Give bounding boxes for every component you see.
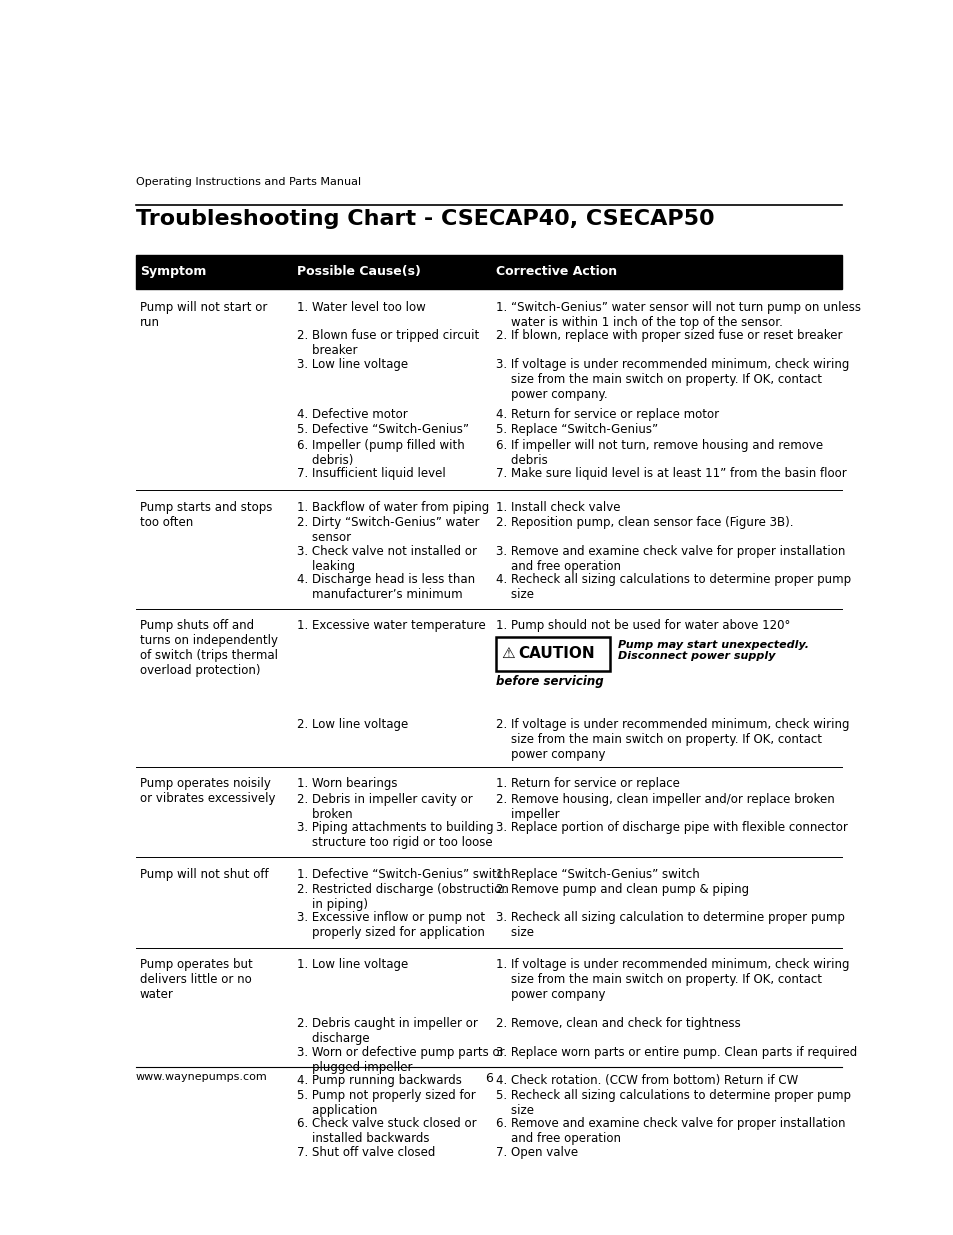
Text: 2. Remove, clean and check for tightness: 2. Remove, clean and check for tightness <box>495 1018 740 1030</box>
Text: CAUTION: CAUTION <box>517 646 594 662</box>
Text: Operating Instructions and Parts Manual: Operating Instructions and Parts Manual <box>135 177 360 186</box>
Text: 1. Excessive water temperature: 1. Excessive water temperature <box>297 620 486 632</box>
Text: 1. Backflow of water from piping: 1. Backflow of water from piping <box>297 501 489 514</box>
Text: 5. Pump not properly sized for
    application: 5. Pump not properly sized for applicati… <box>297 1089 476 1118</box>
Text: Pump operates noisily
or vibrates excessively: Pump operates noisily or vibrates excess… <box>140 777 275 805</box>
Text: 5. Replace “Switch-Genius”: 5. Replace “Switch-Genius” <box>495 424 657 436</box>
Text: Pump starts and stops
too often: Pump starts and stops too often <box>140 501 272 529</box>
Text: 2. If voltage is under recommended minimum, check wiring
    size from the main : 2. If voltage is under recommended minim… <box>495 718 848 761</box>
Text: 4. Discharge head is less than
    manufacturer’s minimum: 4. Discharge head is less than manufactu… <box>297 573 475 600</box>
Text: 2. Remove housing, clean impeller and/or replace broken
    impeller: 2. Remove housing, clean impeller and/or… <box>495 793 834 821</box>
Text: 4. Check rotation. (CCW from bottom) Return if CW: 4. Check rotation. (CCW from bottom) Ret… <box>495 1073 797 1087</box>
Text: 3. Replace worn parts or entire pump. Clean parts if required: 3. Replace worn parts or entire pump. Cl… <box>495 1046 856 1058</box>
Text: Pump shuts off and
turns on independently
of switch (trips thermal
overload prot: Pump shuts off and turns on independentl… <box>140 620 277 678</box>
Text: 3. Check valve not installed or
    leaking: 3. Check valve not installed or leaking <box>297 545 476 573</box>
Text: 2. Debris caught in impeller or
    discharge: 2. Debris caught in impeller or discharg… <box>297 1018 477 1045</box>
FancyBboxPatch shape <box>135 254 841 289</box>
FancyBboxPatch shape <box>495 637 610 671</box>
Text: 6. Check valve stuck closed or
    installed backwards: 6. Check valve stuck closed or installed… <box>297 1118 476 1145</box>
Text: 2. Blown fuse or tripped circuit
    breaker: 2. Blown fuse or tripped circuit breaker <box>297 330 479 357</box>
Text: 1. Return for service or replace: 1. Return for service or replace <box>495 777 679 790</box>
Text: Possible Cause(s): Possible Cause(s) <box>297 266 421 278</box>
Text: 2. Reposition pump, clean sensor face (Figure 3B).: 2. Reposition pump, clean sensor face (F… <box>495 516 792 530</box>
Text: 4. Pump running backwards: 4. Pump running backwards <box>297 1073 462 1087</box>
Text: 5. Recheck all sizing calculations to determine proper pump
    size: 5. Recheck all sizing calculations to de… <box>495 1089 850 1118</box>
Text: 2. Low line voltage: 2. Low line voltage <box>297 718 408 731</box>
Text: 1. Pump should not be used for water above 120°: 1. Pump should not be used for water abo… <box>495 620 789 632</box>
Text: 3. Replace portion of discharge pipe with flexible connector: 3. Replace portion of discharge pipe wit… <box>495 821 846 834</box>
Text: 7. Insufficient liquid level: 7. Insufficient liquid level <box>297 467 446 479</box>
Text: 7. Open valve: 7. Open valve <box>495 1146 578 1158</box>
Text: 1. Low line voltage: 1. Low line voltage <box>297 958 408 971</box>
Text: 2. Debris in impeller cavity or
    broken: 2. Debris in impeller cavity or broken <box>297 793 473 821</box>
Text: 3. Low line voltage: 3. Low line voltage <box>297 358 408 370</box>
Text: Symptom: Symptom <box>140 266 206 278</box>
Text: ⚠: ⚠ <box>500 646 514 662</box>
Text: 1. Install check valve: 1. Install check valve <box>495 501 619 514</box>
Text: 6. If impeller will not turn, remove housing and remove
    debris: 6. If impeller will not turn, remove hou… <box>495 438 821 467</box>
Text: before servicing: before servicing <box>495 674 602 688</box>
Text: 1. Replace “Switch-Genius” switch: 1. Replace “Switch-Genius” switch <box>495 868 699 881</box>
Text: 4. Defective motor: 4. Defective motor <box>297 408 408 421</box>
Text: Pump operates but
delivers little or no
water: Pump operates but delivers little or no … <box>140 958 253 1002</box>
Text: Corrective Action: Corrective Action <box>495 266 616 278</box>
Text: 3. If voltage is under recommended minimum, check wiring
    size from the main : 3. If voltage is under recommended minim… <box>495 358 848 400</box>
Text: 1. “Switch-Genius” water sensor will not turn pump on unless
    water is within: 1. “Switch-Genius” water sensor will not… <box>495 301 860 330</box>
Text: 7. Make sure liquid level is at least 11” from the basin floor: 7. Make sure liquid level is at least 11… <box>495 467 845 479</box>
Text: 3. Recheck all sizing calculation to determine proper pump
    size: 3. Recheck all sizing calculation to det… <box>495 911 843 940</box>
Text: 5. Defective “Switch-Genius”: 5. Defective “Switch-Genius” <box>297 424 469 436</box>
Text: 2. Restricted discharge (obstruction
    in piping): 2. Restricted discharge (obstruction in … <box>297 883 509 911</box>
Text: 4. Return for service or replace motor: 4. Return for service or replace motor <box>495 408 718 421</box>
Text: Pump will not shut off: Pump will not shut off <box>140 868 269 881</box>
Text: 3. Piping attachments to building
    structure too rigid or too loose: 3. Piping attachments to building struct… <box>297 821 494 848</box>
Text: 3. Excessive inflow or pump not
    properly sized for application: 3. Excessive inflow or pump not properly… <box>297 911 485 940</box>
Text: Troubleshooting Chart - CSECAP40, CSECAP50: Troubleshooting Chart - CSECAP40, CSECAP… <box>135 209 714 228</box>
Text: www.waynepumps.com: www.waynepumps.com <box>135 1072 267 1082</box>
Text: 1. If voltage is under recommended minimum, check wiring
    size from the main : 1. If voltage is under recommended minim… <box>495 958 848 1002</box>
Text: 3. Worn or defective pump parts or
    plugged impeller: 3. Worn or defective pump parts or plugg… <box>297 1046 504 1073</box>
Text: 2. Remove pump and clean pump & piping: 2. Remove pump and clean pump & piping <box>495 883 748 897</box>
Text: 7. Shut off valve closed: 7. Shut off valve closed <box>297 1146 436 1158</box>
Text: Pump will not start or
run: Pump will not start or run <box>140 301 267 330</box>
Text: 2. Dirty “Switch-Genius” water
    sensor: 2. Dirty “Switch-Genius” water sensor <box>297 516 479 545</box>
Text: 6: 6 <box>484 1072 493 1084</box>
Text: 1. Defective “Switch-Genius” switch: 1. Defective “Switch-Genius” switch <box>297 868 511 881</box>
Text: 2. If blown, replace with proper sized fuse or reset breaker: 2. If blown, replace with proper sized f… <box>495 330 841 342</box>
Text: 3. Remove and examine check valve for proper installation
    and free operation: 3. Remove and examine check valve for pr… <box>495 545 844 573</box>
Text: 6. Impeller (pump filled with
    debris): 6. Impeller (pump filled with debris) <box>297 438 465 467</box>
Text: 4. Recheck all sizing calculations to determine proper pump
    size: 4. Recheck all sizing calculations to de… <box>495 573 850 600</box>
Text: Pump may start unexpectedly.
Disconnect power supply: Pump may start unexpectedly. Disconnect … <box>617 640 808 661</box>
Text: 6. Remove and examine check valve for proper installation
    and free operation: 6. Remove and examine check valve for pr… <box>495 1118 844 1145</box>
Text: 1. Water level too low: 1. Water level too low <box>297 301 426 314</box>
Text: 1. Worn bearings: 1. Worn bearings <box>297 777 397 790</box>
